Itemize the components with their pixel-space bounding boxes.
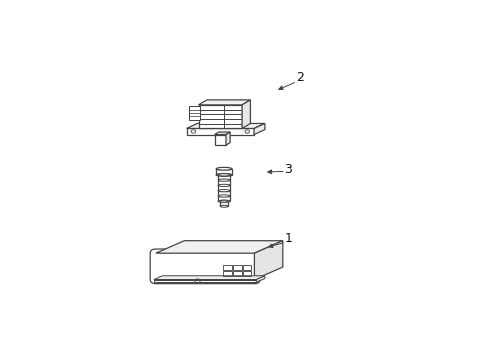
Polygon shape — [198, 100, 250, 105]
Polygon shape — [198, 105, 242, 129]
Polygon shape — [225, 132, 230, 145]
Polygon shape — [218, 175, 230, 180]
Polygon shape — [189, 106, 200, 120]
Ellipse shape — [218, 190, 230, 192]
Bar — [223, 271, 231, 276]
Bar — [243, 265, 251, 270]
Bar — [223, 265, 231, 270]
Polygon shape — [154, 279, 256, 282]
Ellipse shape — [218, 184, 230, 186]
Polygon shape — [256, 276, 264, 282]
Ellipse shape — [218, 174, 230, 176]
Polygon shape — [154, 276, 264, 279]
Bar — [233, 265, 241, 270]
Text: 3: 3 — [284, 163, 292, 176]
Polygon shape — [186, 129, 254, 135]
Ellipse shape — [218, 179, 230, 181]
Bar — [243, 271, 251, 276]
Ellipse shape — [220, 205, 227, 207]
Polygon shape — [218, 191, 230, 196]
Ellipse shape — [220, 200, 227, 202]
Polygon shape — [220, 201, 227, 206]
Ellipse shape — [216, 174, 231, 176]
Polygon shape — [218, 196, 230, 201]
Bar — [233, 271, 241, 276]
Polygon shape — [214, 132, 230, 135]
Polygon shape — [254, 241, 282, 279]
Polygon shape — [254, 123, 264, 135]
Ellipse shape — [218, 200, 230, 202]
FancyBboxPatch shape — [150, 249, 260, 284]
Ellipse shape — [218, 195, 230, 197]
Text: 2: 2 — [295, 71, 303, 84]
Polygon shape — [216, 169, 231, 175]
Ellipse shape — [216, 167, 231, 170]
Polygon shape — [186, 123, 264, 129]
Text: 1: 1 — [284, 232, 292, 245]
Polygon shape — [156, 241, 282, 253]
Polygon shape — [218, 185, 230, 191]
Polygon shape — [218, 180, 230, 185]
Polygon shape — [242, 100, 250, 129]
Polygon shape — [214, 135, 225, 145]
